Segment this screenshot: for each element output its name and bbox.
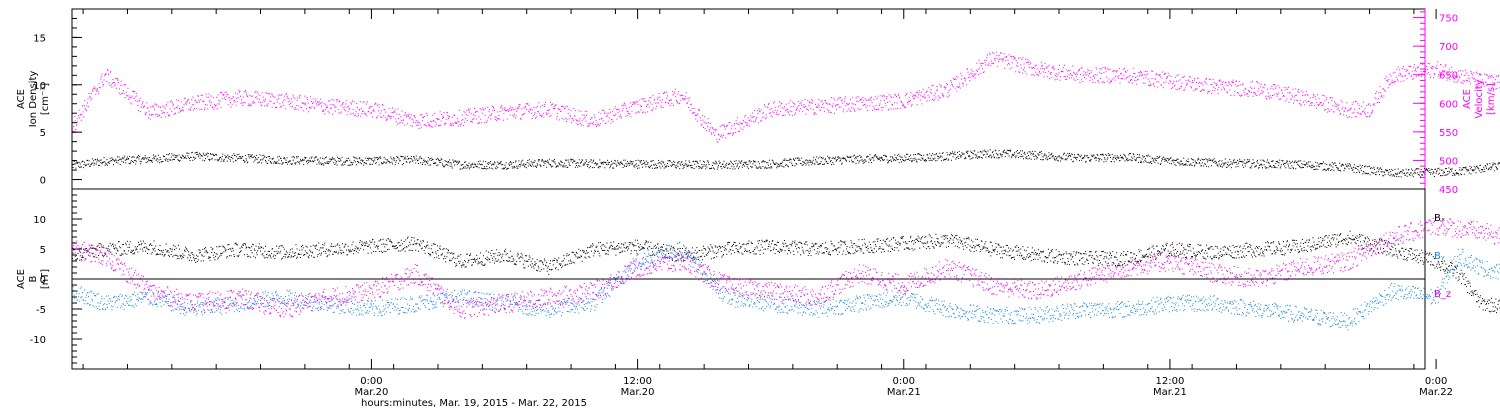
velocity-tick-label: 650 [1439, 71, 1458, 82]
time-tick-label: 0:00 [360, 376, 382, 387]
velocity-tick-label: 750 [1439, 14, 1458, 25]
velocity-axis-label: ACEVelocity[km/s] [1462, 79, 1497, 118]
density-series [72, 149, 1500, 178]
velocity-tick-label: 600 [1439, 99, 1458, 110]
density-axis-label-line: [cm⁻³] [40, 83, 51, 115]
velocity-tick-label: 700 [1439, 42, 1458, 53]
time-tick-label: 0:00 [1425, 376, 1447, 387]
field-tick-label: -5 [36, 305, 46, 316]
date-tick-label: Mar.22 [1419, 387, 1453, 398]
x-axis-title: hours:minutes, Mar. 19, 2015 - Mar. 22, … [361, 398, 587, 409]
date-tick-label: Mar.20 [621, 387, 655, 398]
velocity-tick-label: 500 [1439, 156, 1458, 167]
legend-by: Bᵧ [1434, 251, 1445, 262]
bz-series [72, 217, 1500, 319]
legend-bx: Bₓ [1434, 213, 1445, 224]
bx-series-points [72, 230, 1500, 314]
velocity-series [72, 51, 1500, 143]
time-axis: 0:00Mar.2012:00Mar.200:00Mar.2112:00Mar.… [82, 9, 1453, 398]
field-axis-label-line: ACE [16, 269, 27, 289]
bz-series-points [72, 217, 1500, 319]
field-axis-label: ACEB[nT] [16, 269, 51, 289]
field-tick-label: -10 [30, 335, 46, 346]
velocity-axis-label-line: Velocity [1474, 79, 1485, 118]
time-tick-label: 12:00 [623, 376, 652, 387]
density-axis-label-line: Ion Density [28, 71, 39, 128]
field-axis-label-line: B [28, 275, 39, 282]
date-tick-label: Mar.21 [1153, 387, 1187, 398]
field-axis-label-line: [nT] [40, 269, 51, 289]
density-axis-label-line: ACE [16, 89, 27, 109]
density-tick-label: 5 [40, 128, 46, 139]
by-series-points [72, 241, 1500, 331]
date-tick-label: Mar.20 [355, 387, 389, 398]
velocity-tick-label: 450 [1439, 185, 1458, 196]
field-tick-label: 0 [40, 275, 46, 286]
bx-series [72, 230, 1500, 314]
density-axis-label: ACEIon Density[cm⁻³] [16, 71, 51, 128]
density-tick-label: 0 [40, 176, 46, 187]
field-tick-label: 10 [33, 215, 46, 226]
date-tick-label: Mar.21 [887, 387, 921, 398]
density-series-points [72, 149, 1500, 178]
velocity-series-points [72, 51, 1500, 143]
by-series [72, 241, 1500, 331]
velocity-axis-label-line: ACE [1462, 89, 1473, 109]
velocity-axis-label-line: [km/s] [1486, 83, 1497, 115]
density-tick-label: 10 [33, 81, 46, 92]
legend-bz: B_z [1434, 289, 1451, 300]
bottom-panel: -10 -5 0 5 10 ACEB[nT] Bₓ Bᵧ B_z [16, 188, 1500, 370]
field-tick-label: 5 [40, 245, 46, 256]
time-tick-label: 12:00 [1156, 376, 1185, 387]
density-tick-label: 15 [33, 33, 46, 44]
time-tick-label: 0:00 [893, 376, 915, 387]
velocity-tick-label: 550 [1439, 128, 1458, 139]
